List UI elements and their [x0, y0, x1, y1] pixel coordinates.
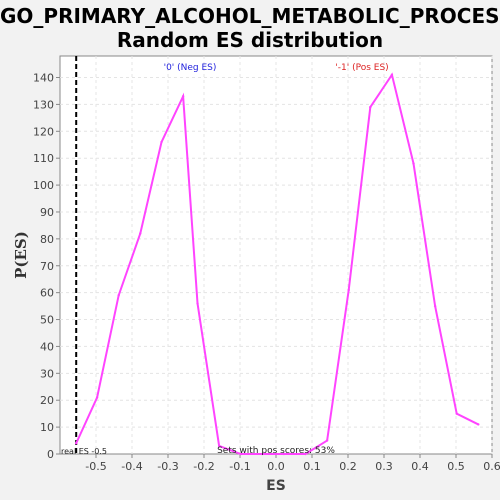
y-tick-label: 40	[40, 340, 54, 353]
data-point	[75, 442, 78, 445]
data-point	[239, 452, 242, 456]
y-tick-label: 0	[47, 448, 54, 461]
data-point	[117, 294, 120, 297]
x-tick-label: 0.5	[447, 460, 465, 473]
axis-ticks: 0 10 20 30 40 50 60 70 80 90 100 110 120 130 140 -0.5 -0…	[33, 72, 500, 473]
y-tick-label: 100	[33, 179, 54, 192]
data-point	[282, 452, 286, 456]
data-point	[217, 444, 221, 448]
y-tick-label: 60	[40, 287, 54, 300]
x-tick-label: 0.2	[339, 460, 357, 473]
data-point	[390, 73, 394, 77]
data-point	[347, 288, 350, 292]
y-tick-label: 90	[40, 206, 54, 219]
y-tick-label: 140	[33, 72, 54, 85]
y-tick-label: 110	[33, 152, 54, 165]
data-point	[261, 452, 264, 456]
y-tick-label: 70	[40, 260, 54, 273]
x-tick-label: 0.3	[375, 460, 393, 473]
real-es-label: real ES -0.5	[61, 447, 107, 456]
x-tick-label: 0.6	[483, 460, 500, 473]
sets-pos-scores-label: Sets with pos scores: 53%	[217, 446, 335, 456]
series-line	[75, 72, 479, 455]
grid	[60, 56, 493, 454]
data-point	[304, 452, 307, 456]
y-tick-label: 10	[40, 421, 54, 434]
x-tick-label: 0.0	[267, 460, 285, 473]
chart-subtitle: Random ES distribution	[116, 28, 384, 52]
data-point	[369, 105, 372, 109]
x-axis-label: ES	[266, 478, 286, 494]
x-tick-label: 0.4	[411, 460, 429, 473]
x-tick-label: -0.2	[193, 460, 214, 473]
data-point	[433, 304, 437, 308]
x-tick-label: -0.5	[85, 460, 106, 473]
data-point	[412, 162, 415, 165]
data-point	[455, 412, 458, 415]
y-axis-label: P(ES)	[12, 231, 30, 279]
neg-es-label: '0' (Neg ES)	[164, 63, 217, 73]
y-tick-label: 50	[40, 314, 54, 327]
data-point	[139, 232, 142, 235]
data-point	[196, 302, 199, 305]
chart-title: GO_PRIMARY_ALCOHOL_METABOLIC_PROCESS:	[0, 4, 500, 28]
data-point	[181, 95, 185, 98]
data-point	[160, 140, 163, 144]
pos-es-label: '-1' (Pos ES)	[335, 63, 388, 73]
y-tick-label: 80	[40, 233, 54, 246]
x-tick-label: 0.1	[303, 460, 321, 473]
x-tick-label: -0.3	[157, 460, 178, 473]
data-point	[325, 439, 329, 442]
series-points	[75, 73, 480, 456]
x-tick-label: -0.1	[229, 460, 250, 473]
y-tick-label: 130	[33, 98, 54, 111]
y-tick-label: 20	[40, 394, 54, 407]
y-tick-label: 120	[33, 125, 54, 138]
data-point	[477, 423, 480, 426]
x-tick-label: -0.4	[121, 460, 142, 473]
y-tick-label: 30	[40, 367, 54, 380]
data-point	[95, 396, 99, 399]
